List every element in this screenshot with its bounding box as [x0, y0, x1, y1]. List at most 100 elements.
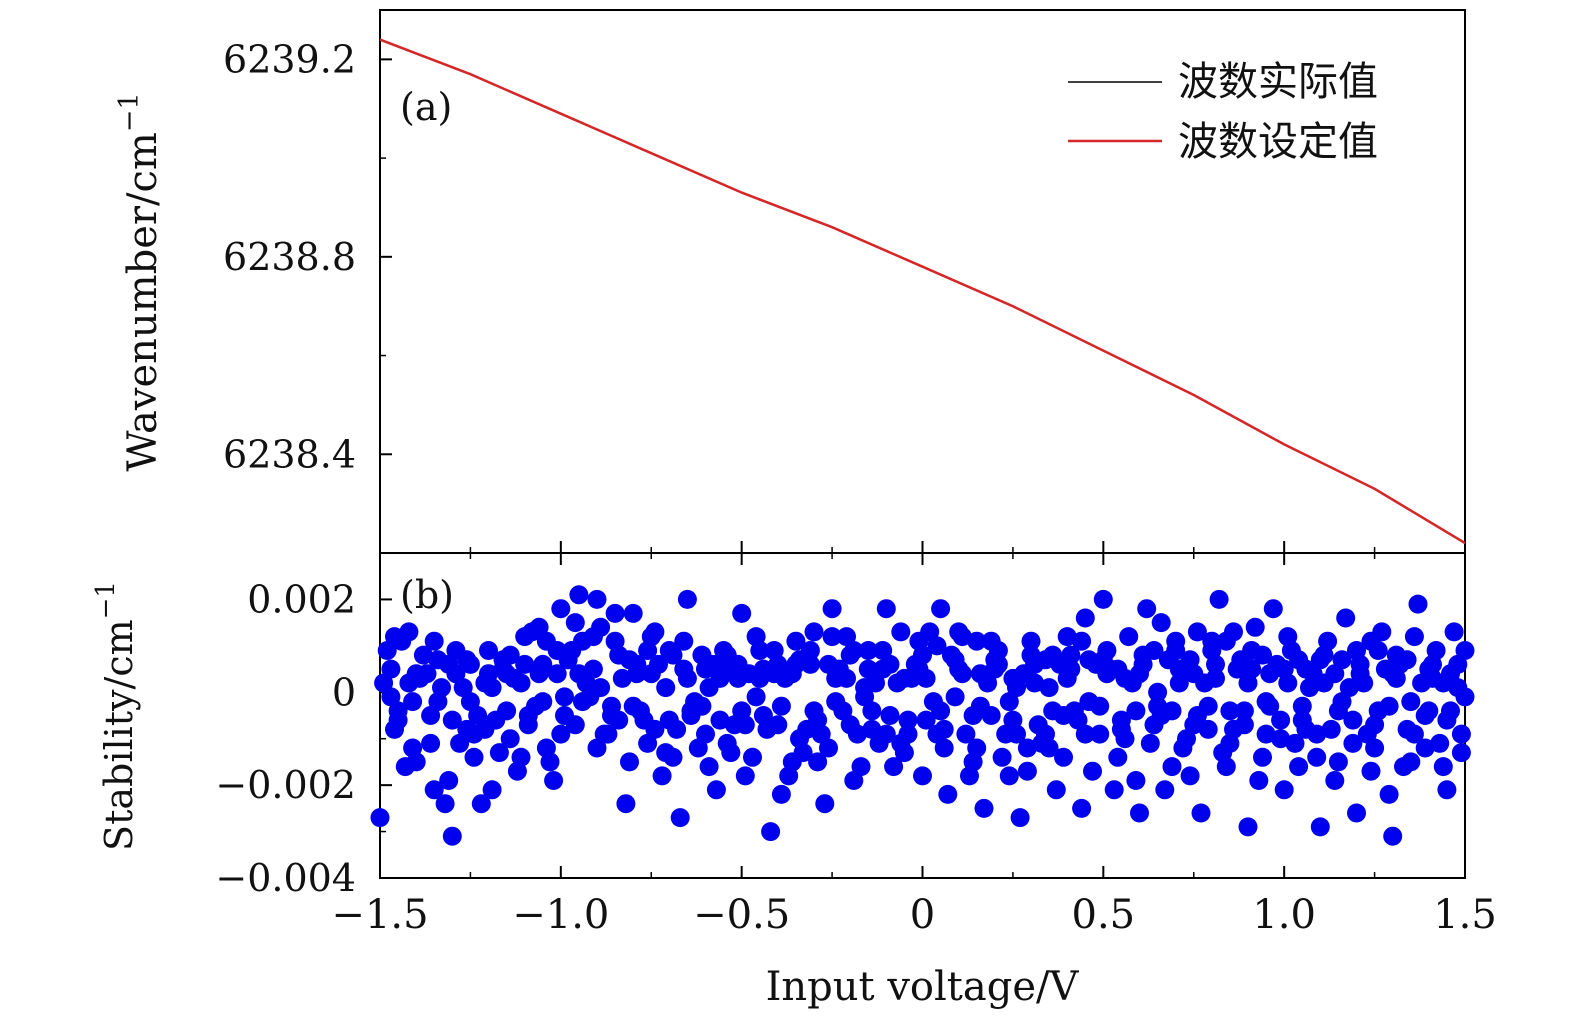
scatter-point — [988, 654, 1008, 674]
scatter-point — [1437, 780, 1457, 800]
scatter-point — [533, 692, 553, 712]
scatter-point — [1328, 752, 1348, 772]
scatter-point — [551, 724, 571, 744]
scatter-point — [385, 627, 404, 647]
scatter-point — [721, 743, 741, 763]
scatter-point — [735, 715, 755, 735]
scatter-point — [728, 668, 748, 688]
scatter-point — [699, 757, 719, 777]
scatter-point — [1155, 780, 1175, 800]
scatter-point — [761, 822, 781, 842]
scatter-point — [768, 715, 788, 735]
scatter-point — [927, 636, 947, 656]
scatter-point — [974, 798, 994, 818]
scatter-point — [395, 757, 415, 777]
scatter-point — [609, 710, 629, 730]
scatter-point — [945, 687, 965, 707]
scatter-point — [1289, 650, 1309, 670]
scatter-point — [1415, 706, 1435, 725]
scatter-point — [855, 687, 875, 707]
scatter-point — [1271, 729, 1291, 749]
scatter-point — [413, 645, 433, 665]
scatter-point — [515, 654, 535, 674]
scatter-point — [1451, 743, 1471, 763]
scatter-point — [620, 752, 639, 772]
scatter-point — [674, 631, 694, 651]
scatter-point — [569, 585, 589, 605]
scatter-point — [1187, 706, 1207, 725]
scatter-point — [970, 696, 990, 716]
scatter-point — [1332, 692, 1352, 712]
scatter-point — [1274, 780, 1294, 800]
scatter-point — [819, 738, 838, 758]
scatter-point — [536, 631, 556, 651]
scatter-point — [1347, 803, 1366, 823]
scatter-point — [746, 687, 766, 707]
scatter-point — [446, 641, 466, 660]
scatter-point — [497, 701, 517, 721]
scatter-point — [750, 641, 770, 660]
y-tick-label-a: 6238.8 — [223, 235, 356, 279]
scatter-point — [916, 668, 936, 688]
scatter-point — [1021, 631, 1041, 651]
scatter-point — [547, 664, 567, 684]
scatter-point — [967, 738, 987, 758]
scatter-point — [645, 719, 665, 739]
scatter-point — [1224, 719, 1243, 739]
scatter-point — [587, 738, 607, 758]
scatter-point — [1057, 627, 1077, 647]
scatter-point — [822, 599, 842, 619]
scatter-point — [1039, 738, 1059, 758]
scatter-point — [479, 641, 498, 660]
scatter-point — [612, 668, 632, 688]
x-tick-label: 1.0 — [1252, 892, 1316, 938]
panel-b: −0.004 −0.002 0 0.002 −1.5 −1.0 −0.5 0 0.5 1.0 1.5… — [91, 552, 1497, 938]
scatter-point — [522, 622, 542, 642]
scatter-point — [529, 664, 549, 684]
x-tick-label: 0.5 — [1072, 892, 1136, 938]
x-tick-label: −1.5 — [331, 892, 428, 938]
scatter-point — [573, 692, 592, 712]
scatter-point — [656, 678, 676, 698]
scatter-point — [1126, 771, 1146, 790]
scatter-point — [1423, 668, 1442, 688]
scatter-point — [656, 743, 676, 763]
legend: 波数实际值 波数设定值 — [1068, 59, 1378, 165]
scatter-point — [670, 808, 690, 828]
scatter-point — [916, 710, 936, 730]
scatter-point — [406, 664, 426, 684]
scatter-point — [999, 766, 1019, 786]
scatter-point — [1072, 798, 1092, 818]
panel-a-y-axis-title: Wavenumber/cm−1 — [114, 92, 166, 471]
scatter-point — [1430, 733, 1450, 753]
scatter-point — [1130, 803, 1149, 823]
scatter-point — [913, 645, 932, 665]
scatter-point — [790, 650, 809, 670]
scatter-point — [1336, 608, 1356, 628]
scatter-point — [1314, 645, 1334, 665]
scatter-point — [460, 692, 480, 712]
scatter-point — [1151, 706, 1171, 725]
x-tick-label: 1.5 — [1433, 892, 1497, 938]
scatter-point — [1325, 664, 1345, 684]
y-tick-label-b: 0 — [332, 670, 356, 714]
scatter-point — [1148, 682, 1168, 702]
scatter-point — [1126, 701, 1146, 721]
scatter-point — [981, 631, 1001, 651]
scatter-point — [808, 752, 828, 772]
scatter-point — [1242, 659, 1262, 679]
scatter-point — [1025, 673, 1045, 693]
scatter-point — [442, 826, 462, 846]
scatter-point — [1383, 826, 1403, 846]
scatter-point — [403, 692, 423, 712]
scatter-point — [1104, 780, 1124, 800]
scatter-point — [1444, 622, 1464, 642]
scatter-point — [1075, 608, 1095, 628]
scatter-point — [565, 715, 585, 735]
scatter-point — [844, 641, 864, 660]
scatter-point — [1187, 622, 1207, 642]
scatter-point — [677, 589, 697, 609]
scatter-point — [1234, 701, 1254, 721]
scatter-point — [1361, 631, 1381, 651]
scatter-point — [1260, 696, 1280, 716]
